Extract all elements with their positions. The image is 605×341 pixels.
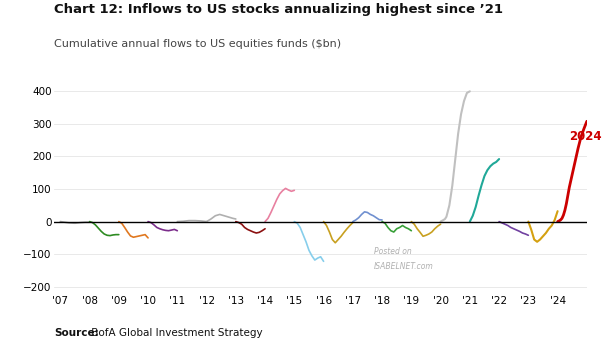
Text: Source:: Source:	[54, 328, 99, 338]
Text: ISABELNET.com: ISABELNET.com	[374, 263, 434, 271]
Text: BofA Global Investment Strategy: BofA Global Investment Strategy	[88, 328, 263, 338]
Text: Cumulative annual flows to US equities funds ($bn): Cumulative annual flows to US equities f…	[54, 39, 342, 49]
Text: Chart 12: Inflows to US stocks annualizing highest since ’21: Chart 12: Inflows to US stocks annualizi…	[54, 3, 503, 16]
Text: 2024: 2024	[569, 130, 602, 144]
Text: Posted on: Posted on	[374, 247, 411, 256]
